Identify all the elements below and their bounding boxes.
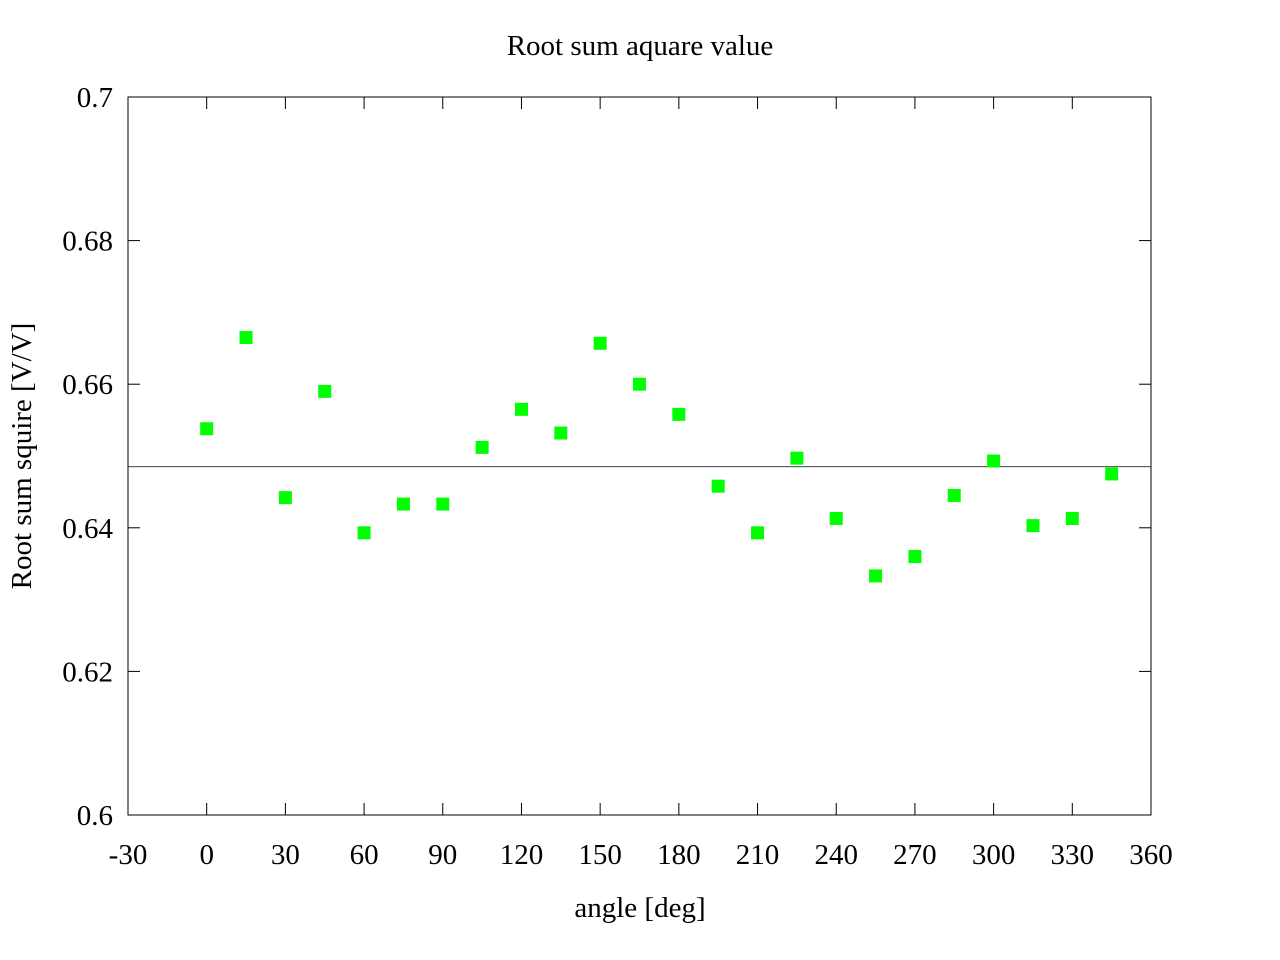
data-point bbox=[790, 451, 804, 465]
x-tick-label: 270 bbox=[893, 839, 937, 871]
data-point bbox=[1065, 511, 1079, 525]
data-point bbox=[357, 526, 371, 540]
data-point bbox=[318, 384, 332, 398]
x-tick-label: -30 bbox=[109, 839, 148, 871]
x-tick-label: 330 bbox=[1051, 839, 1095, 871]
data-point bbox=[239, 331, 253, 345]
data-point bbox=[475, 440, 489, 454]
data-point bbox=[1026, 519, 1040, 533]
plot-frame bbox=[127, 96, 1152, 816]
y-tick-label: 0.62 bbox=[62, 656, 113, 688]
data-point bbox=[396, 497, 410, 511]
chart-title: Root sum aquare value bbox=[507, 30, 774, 62]
x-tick-label: 30 bbox=[271, 839, 300, 871]
data-point bbox=[751, 526, 765, 540]
y-tick-label: 0.64 bbox=[62, 513, 113, 545]
y-axis-label: Root sum squire [V/V] bbox=[6, 323, 38, 590]
data-point bbox=[869, 569, 883, 583]
data-point bbox=[514, 402, 528, 416]
x-tick-label: 240 bbox=[814, 839, 858, 871]
data-point bbox=[278, 491, 292, 505]
axis-ticks: -30 0 30 60 90 120 150 180 210 240 270 300 330 360 0.6… bbox=[62, 82, 1173, 871]
x-tick-label: 300 bbox=[972, 839, 1016, 871]
x-tick-label: 120 bbox=[500, 839, 544, 871]
x-tick-label: 360 bbox=[1129, 839, 1173, 871]
x-tick-label: 150 bbox=[578, 839, 622, 871]
data-point bbox=[633, 377, 646, 391]
data-point bbox=[593, 336, 607, 350]
y-tick-label: 0.6 bbox=[77, 800, 113, 832]
x-tick-label: 180 bbox=[657, 839, 701, 871]
x-tick-label: 90 bbox=[428, 839, 457, 871]
data-point bbox=[436, 497, 450, 511]
data-point bbox=[711, 479, 725, 493]
x-tick-label: 0 bbox=[199, 839, 214, 871]
data-point bbox=[947, 488, 961, 502]
y-tick-label: 0.66 bbox=[62, 369, 113, 401]
data-point bbox=[1105, 467, 1119, 481]
data-point bbox=[554, 426, 568, 440]
data-points bbox=[200, 331, 1119, 583]
y-tick-label: 0.68 bbox=[62, 226, 113, 258]
x-tick-label: 210 bbox=[736, 839, 780, 871]
data-point bbox=[829, 511, 843, 525]
data-point bbox=[200, 422, 214, 436]
data-point bbox=[672, 407, 686, 421]
data-point bbox=[908, 550, 922, 564]
data-point bbox=[987, 454, 1001, 468]
x-tick-label: 60 bbox=[350, 839, 379, 871]
x-axis-label: angle [deg] bbox=[574, 892, 705, 924]
y-tick-label: 0.7 bbox=[77, 82, 113, 114]
